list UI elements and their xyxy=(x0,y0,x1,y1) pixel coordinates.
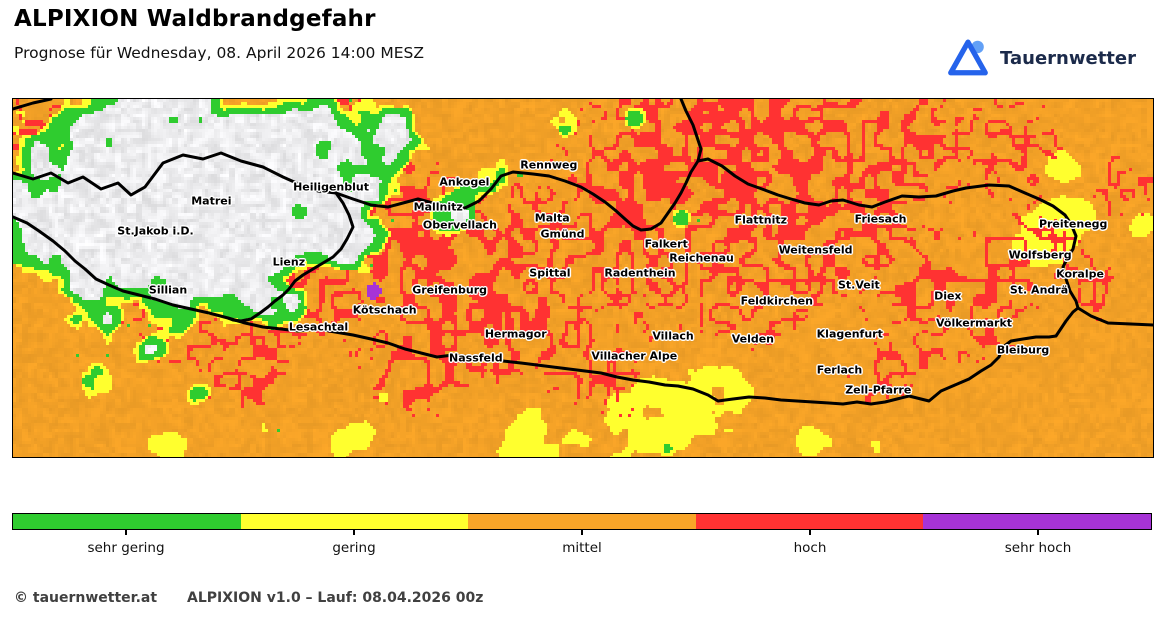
map-place-label: Malta xyxy=(534,211,570,225)
legend-tick xyxy=(581,530,583,535)
map-place-label: Ferlach xyxy=(816,363,863,377)
legend-tick xyxy=(125,530,127,535)
legend-segment xyxy=(468,514,696,529)
map-place-label: Villach xyxy=(652,329,694,343)
footer-copyright: © tauernwetter.at xyxy=(14,590,158,606)
map-place-label: Kötschach xyxy=(352,303,417,317)
map-place-label: St.Jakob i.D. xyxy=(117,224,194,238)
map-place-label: Diex xyxy=(934,289,962,303)
legend-label: gering xyxy=(332,540,376,556)
map-place-label: Lesachtal xyxy=(288,320,349,334)
map-place-label: Velden xyxy=(731,332,775,346)
brand-name: Tauernwetter xyxy=(1000,48,1136,69)
legend-bar xyxy=(12,513,1152,530)
map-place-label: Nassfeld xyxy=(449,351,503,365)
map-place-label: Preitenegg xyxy=(1038,217,1108,231)
map-place-label: Weitensfeld xyxy=(778,243,853,257)
footer: © tauernwetter.at ALPIXION v1.0 – Lauf: … xyxy=(14,590,483,606)
map-place-label: St.Veit xyxy=(837,278,880,292)
legend-tick xyxy=(809,530,811,535)
map-place-label: Flattnitz xyxy=(734,213,788,227)
border-north xyxy=(13,99,703,232)
map-place-label: Villacher Alpe xyxy=(591,349,678,363)
border-northwest-corner xyxy=(13,99,53,111)
legend-label: sehr hoch xyxy=(1004,540,1072,556)
map-place-label: Feldkirchen xyxy=(740,294,813,308)
map-place-label: Zell-Pfarre xyxy=(845,383,912,397)
map-place-label: Bleiburg xyxy=(996,343,1050,357)
legend-tick xyxy=(1037,530,1039,535)
map-place-label: Völkermarkt xyxy=(936,316,1013,330)
legend: sehr gering gering mittel hoch sehr hoch xyxy=(12,513,1152,556)
legend-segment xyxy=(923,514,1151,529)
legend-labels: sehr gering gering mittel hoch sehr hoch xyxy=(12,530,1152,556)
map-place-label: Rennweg xyxy=(520,158,578,172)
map-place-label: Koralpe xyxy=(1056,267,1104,281)
forecast-subtitle: Prognose für Wednesday, 08. April 2026 1… xyxy=(14,44,424,62)
map-place-label: Hermagor xyxy=(484,327,547,341)
map-place-label: Greifenburg xyxy=(412,283,487,297)
map-place-label: Gmünd xyxy=(540,227,585,241)
map-place-label: Lienz xyxy=(272,255,306,269)
map-place-label: Matrei xyxy=(191,194,232,208)
map-place-label: St. Andrä xyxy=(1009,283,1069,297)
page-title: ALPIXION Waldbrandgefahr xyxy=(14,6,376,32)
legend-label: hoch xyxy=(793,540,827,556)
legend-segment xyxy=(240,514,469,529)
map-place-label: Spittal xyxy=(529,266,571,280)
state-borders-overlay xyxy=(13,99,1153,406)
legend-segment xyxy=(695,514,924,529)
legend-label: mittel xyxy=(562,540,602,556)
map-place-label: Radenthein xyxy=(604,266,676,280)
map-place-label: Friesach xyxy=(854,212,907,226)
border-south xyxy=(13,215,1153,406)
border-easttyrol xyxy=(226,191,355,323)
legend-segment xyxy=(13,514,241,529)
map-place-label: Klagenfurt xyxy=(816,327,883,341)
brand: Tauernwetter xyxy=(945,36,1136,81)
footer-run-info: ALPIXION v1.0 – Lauf: 08.04.2026 00z xyxy=(187,590,484,606)
mountain-sun-icon xyxy=(945,36,991,81)
border-northeast xyxy=(696,157,1080,310)
legend-label: sehr gering xyxy=(87,540,165,556)
map-place-label: Sillian xyxy=(148,283,188,297)
fire-danger-map: Rennweg Heiligenblut Ankogel Matrei Mallnitz… xyxy=(12,98,1154,458)
map-place-label: Falkert xyxy=(644,237,688,251)
map-place-label: Obervellach xyxy=(422,218,497,232)
map-place-label: Heiligenblut xyxy=(293,180,369,194)
map-place-label: Wolfsberg xyxy=(1008,248,1072,262)
map-place-label: Reichenau xyxy=(669,251,734,265)
legend-tick xyxy=(353,530,355,535)
map-place-label: Mallnitz xyxy=(413,200,463,214)
map-place-label: Ankogel xyxy=(439,175,490,189)
